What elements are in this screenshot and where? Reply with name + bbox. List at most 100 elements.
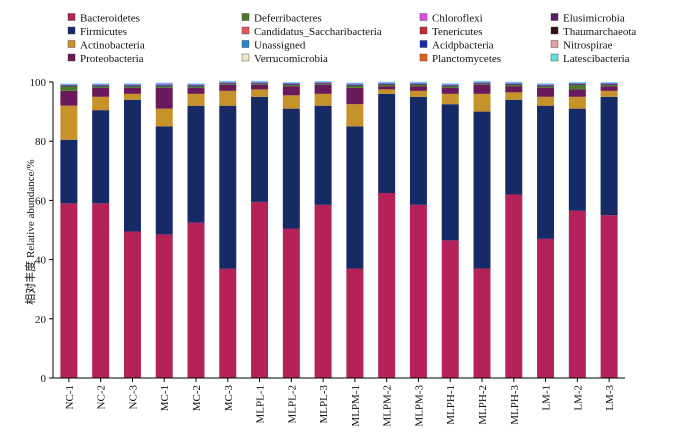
bar-segment-bacteroidetes-mc-2	[187, 222, 205, 378]
bar-stack-mlpm-3	[409, 81, 427, 378]
bar-segment-unassigned-mlpm-3	[409, 83, 427, 85]
bar-segment-latescibacteria-mlpm-2	[378, 81, 396, 83]
bar-segment-elusimicrobia-lm-2	[568, 84, 586, 85]
bar-segment-bacteroidetes-nc-2	[92, 203, 110, 378]
legend-swatch-nitrospirae	[550, 40, 559, 48]
bar-stack-nc-3	[123, 83, 141, 378]
bar-segment-latescibacteria-mlpm-3	[409, 81, 427, 83]
bar-segment-bacteroidetes-mlpl-2	[282, 228, 300, 378]
bar-segment-unassigned-nc-2	[92, 84, 110, 86]
bar-segment-elusimicrobia-nc-3	[123, 85, 141, 87]
bar-segment-chloroflexi-mlph-1	[441, 84, 459, 85]
y-tick-label: 0	[41, 373, 47, 385]
bar-segment-chloroflexi-mlpm-1	[346, 83, 364, 85]
x-tick-label-mlpl-3: MLPL-3	[318, 385, 330, 424]
bar-segment-deferribacteres-mlpm-1	[346, 85, 364, 88]
bar-segment-unassigned-lm-2	[568, 83, 586, 85]
legend-swatch-elusimicrobia	[550, 13, 559, 21]
bar-segment-actinobacteria-mlpl-1	[251, 89, 269, 97]
bar-segment-unassigned-mlpm-1	[346, 84, 364, 85]
bar-segment-firmicutes-mc-1	[155, 126, 173, 235]
bar-stack-lm-2	[568, 82, 586, 378]
legend-label-deferribacteres: Deferribacteres	[254, 13, 322, 25]
bar-segment-unassigned-mlpl-1	[251, 82, 269, 84]
bar-segment-firmicutes-mlpl-2	[282, 108, 300, 229]
bar-stack-mlpm-1	[346, 82, 364, 378]
x-tick-label-mlph-3: MLPH-3	[509, 385, 521, 425]
bar-stack-lm-1	[537, 83, 555, 378]
bar-segment-elusimicrobia-mlpl-3	[314, 83, 332, 85]
x-tick-label-lm-1: LM-1	[541, 385, 553, 411]
bar-segment-unassigned-lm-1	[537, 84, 555, 86]
bar-segment-elusimicrobia-mlpl-1	[251, 83, 269, 85]
legend-swatch-thaumarchaeota	[550, 26, 559, 35]
legend-swatch-tenericutes	[419, 26, 428, 35]
bar-segment-elusimicrobia-mlph-1	[441, 85, 459, 87]
bar-segment-actinobacteria-mlpl-2	[282, 95, 300, 109]
bar-stack-mc-1	[155, 82, 173, 378]
bar-segment-bacteroidetes-nc-1	[60, 203, 78, 378]
legend-swatch-candidatus-saccharibacteria	[241, 26, 250, 35]
legend-swatch-firmicutes	[67, 26, 76, 35]
bar-segment-bacteroidetes-mc-3	[219, 268, 237, 378]
bar-segment-deferribacteres-nc-2	[92, 86, 110, 88]
bar-segment-proteobacteria-mlpl-3	[314, 84, 332, 94]
bar-segment-actinobacteria-mlpm-1	[346, 104, 364, 127]
x-tick-label-mlpl-1: MLPL-1	[255, 385, 267, 424]
legend-swatch-deferribacteres	[241, 13, 250, 21]
legend-label-planctomycetes: Planctomycetes	[432, 53, 501, 65]
bar-segment-bacteroidetes-lm-1	[537, 238, 555, 378]
bar-segment-deferribacteres-nc-3	[123, 86, 141, 88]
bar-segment-proteobacteria-mc-2	[187, 87, 205, 94]
bar-segment-elusimicrobia-lm-3	[600, 84, 618, 85]
bar-segment-chloroflexi-lm-1	[537, 84, 555, 85]
bar-segment-elusimicrobia-mlpl-2	[282, 84, 300, 85]
bar-segment-firmicutes-mc-2	[187, 105, 205, 223]
bar-segment-proteobacteria-mlpm-3	[409, 86, 427, 91]
bar-segment-firmicutes-mlpm-3	[409, 96, 427, 205]
bar-segment-latescibacteria-mlpl-3	[314, 81, 332, 82]
x-tick-label-lm-2: LM-2	[572, 385, 584, 411]
bar-segment-latescibacteria-nc-2	[92, 83, 110, 85]
bar-segment-proteobacteria-nc-1	[60, 90, 78, 106]
bar-segment-firmicutes-mlph-1	[441, 104, 459, 241]
x-tick-label-mc-3: MC-3	[223, 385, 235, 412]
y-ticks: 0 20 40 60 80 100	[30, 77, 53, 385]
legend-label-firmicutes: Firmicutes	[80, 26, 127, 38]
bar-segment-firmicutes-lm-2	[568, 108, 586, 211]
bar-segment-bacteroidetes-mlph-2	[473, 268, 491, 378]
bar-segment-chloroflexi-lm-2	[568, 82, 586, 84]
bar-segment-bacteroidetes-nc-3	[123, 231, 141, 378]
legend-label-actinobacteria: Actinobacteria	[80, 40, 145, 52]
bar-segment-bacteroidetes-mlph-1	[441, 240, 459, 378]
bar-segment-actinobacteria-mlph-1	[441, 93, 459, 105]
bar-segment-bacteroidetes-mlpl-3	[314, 204, 332, 378]
bar-segment-proteobacteria-mlph-1	[441, 87, 459, 94]
bar-segment-firmicutes-mlph-2	[473, 111, 491, 269]
bar-segment-deferribacteres-mlpm-2	[378, 84, 396, 87]
legend-label-acidpbacteria: Acidpbacteria	[432, 40, 494, 52]
y-tick-label: 80	[35, 136, 47, 148]
bar-segment-deferribacteres-mc-2	[187, 86, 205, 88]
bar-segment-elusimicrobia-mc-2	[187, 85, 205, 87]
bar-segment-firmicutes-mlpm-2	[378, 93, 396, 193]
bar-segment-actinobacteria-lm-1	[537, 96, 555, 106]
legend-swatch-actinobacteria	[67, 40, 76, 48]
legend-label-tenericutes: Tenericutes	[432, 26, 483, 38]
bar-segment-latescibacteria-mc-3	[219, 80, 237, 82]
y-tick-label: 100	[30, 77, 47, 89]
bar-segment-chloroflexi-lm-3	[600, 82, 618, 84]
bar-segment-bacteroidetes-mc-1	[155, 234, 173, 378]
bar-segment-unassigned-mlph-3	[505, 83, 523, 85]
bar-segment-proteobacteria-nc-3	[123, 87, 141, 94]
bar-segment-deferribacteres-mlpl-1	[251, 84, 269, 85]
bar-segment-actinobacteria-mlpm-2	[378, 89, 396, 94]
bar-segment-latescibacteria-mlpm-1	[346, 82, 364, 84]
bars	[60, 80, 618, 378]
bar-stack-mlph-3	[505, 81, 523, 378]
x-tick-label-mc-2: MC-2	[191, 385, 203, 411]
bar-segment-proteobacteria-mlpl-2	[282, 86, 300, 96]
bar-segment-bacteroidetes-mlpl-1	[251, 201, 269, 378]
bar-segment-actinobacteria-mlpl-3	[314, 93, 332, 106]
